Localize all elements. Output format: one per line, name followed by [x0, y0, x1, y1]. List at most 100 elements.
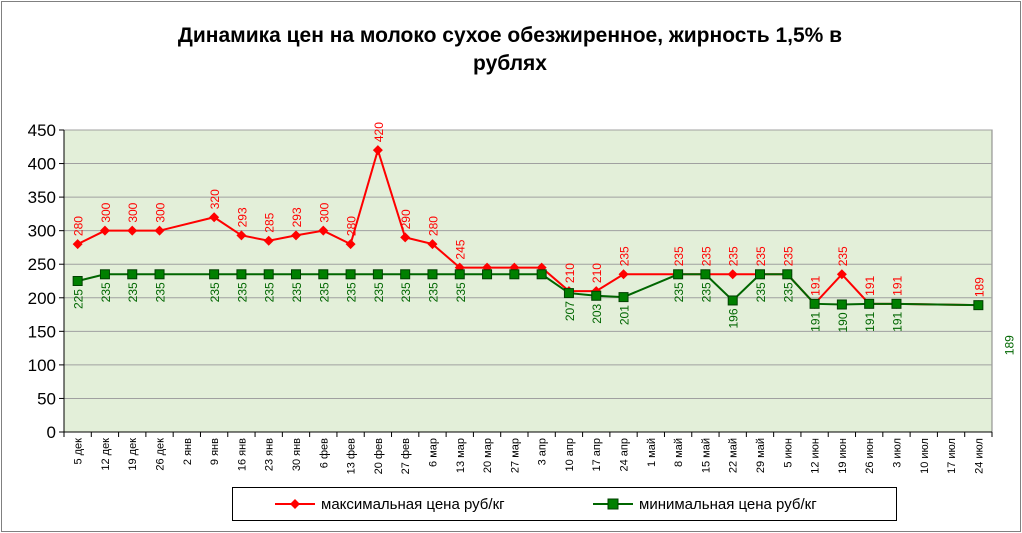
- y-tick-label: 0: [47, 423, 56, 442]
- max-price-point: [372, 145, 383, 156]
- x-tick-label: 1 май: [646, 438, 658, 467]
- min-price-label: 235: [399, 282, 413, 302]
- max-price-point: [263, 235, 274, 246]
- max-price-point: [345, 239, 356, 250]
- x-tick-label: 13 мар: [455, 438, 467, 473]
- max-price-point: [618, 269, 629, 280]
- min-price-label: 235: [208, 282, 222, 302]
- max-price-label: 235: [618, 246, 632, 266]
- x-tick-label: 12 дек: [100, 438, 112, 471]
- min-price-label: 191: [863, 312, 877, 332]
- min-price-point: [236, 269, 247, 280]
- x-tick-label: 19 июн: [837, 438, 849, 474]
- x-tick-label: 23 янв: [264, 438, 276, 471]
- x-tick-label: 10 июл: [919, 438, 931, 474]
- x-tick-label: 26 июн: [864, 438, 876, 474]
- max-price-point: [99, 225, 110, 236]
- max-price-label: 191: [809, 275, 823, 295]
- min-price-point: [755, 269, 765, 280]
- y-tick-label: 50: [37, 389, 56, 408]
- min-price-point: [891, 298, 902, 309]
- x-tick-label: 26 дек: [155, 438, 167, 471]
- x-tick-label: 5 июн: [782, 438, 794, 468]
- min-price-label: 190: [836, 312, 850, 332]
- y-tick-label: 300: [28, 222, 56, 241]
- max-price-label: 235: [781, 246, 795, 266]
- min-price-point: [591, 290, 602, 301]
- max-price-label: 420: [372, 122, 386, 142]
- min-price-label: 235: [699, 282, 713, 302]
- x-tick-label: 15 май: [700, 438, 712, 473]
- y-tick-label: 450: [28, 121, 56, 140]
- min-price-point: [482, 269, 493, 280]
- x-tick-label: 3 июл: [891, 438, 903, 468]
- max-price-label: 293: [235, 207, 249, 227]
- min-price-point: [72, 276, 83, 286]
- y-tick-label: 200: [28, 289, 56, 308]
- x-tick-label: 24 апр: [619, 438, 631, 471]
- max-price-point: [209, 212, 220, 223]
- min-price-label: 196: [727, 308, 741, 328]
- min-price-point: [400, 269, 411, 280]
- y-tick-label: 350: [28, 188, 56, 207]
- x-tick-label: 20 мар: [482, 438, 494, 473]
- min-price-label: 235: [235, 282, 249, 302]
- min-price-label: 235: [426, 282, 440, 302]
- x-tick-label: 19 дек: [127, 438, 139, 471]
- min-price-point: [727, 295, 738, 306]
- x-tick-label: 10 апр: [564, 438, 576, 471]
- x-tick-label: 6 мар: [427, 438, 439, 467]
- chart-title-line-1: Динамика цен на молоко сухое обезжиренно…: [177, 24, 843, 47]
- min-price-point: [345, 269, 356, 280]
- x-tick-label: 20 фев: [373, 438, 385, 474]
- min-price-label: 235: [263, 282, 277, 302]
- min-price-point: [618, 292, 629, 303]
- min-price-point: [127, 269, 138, 280]
- min-price-point: [318, 269, 329, 280]
- max-price-point: [236, 230, 247, 241]
- legend-min-label: минимальная цена руб/кг: [639, 495, 817, 513]
- max-price-label: 235: [754, 246, 768, 266]
- series-group: [72, 145, 984, 311]
- y-axis: 0 50 100 150 200 250 300 350 400 450: [28, 121, 65, 442]
- min-price-point: [427, 269, 438, 280]
- max-price-point: [400, 232, 411, 243]
- max-price-point: [127, 225, 138, 236]
- max-price-point: [291, 230, 301, 241]
- x-tick-label: 24 июл: [973, 438, 985, 474]
- x-tick-label: 30 янв: [291, 438, 303, 471]
- max-price-label: 293: [290, 207, 304, 227]
- min-price-label: 235: [317, 282, 331, 302]
- x-axis: 5 дек 12 дек 19 дек 26 дек 2 янв 9 янв 16 янв 2…: [63, 431, 993, 474]
- min-price-point: [454, 269, 465, 280]
- min-price-point: [836, 299, 847, 310]
- plot-area: [63, 129, 993, 433]
- legend: максимальная цена руб/кг минимальная цен…: [232, 487, 897, 521]
- min-price-point: [782, 269, 793, 280]
- min-price-label: 191: [809, 312, 823, 332]
- min-price-point: [864, 298, 875, 309]
- max-price-label: 285: [263, 212, 277, 232]
- x-tick-label: 5 дек: [73, 438, 85, 465]
- x-tick-label: 6 фев: [318, 438, 330, 468]
- min-price-point: [673, 269, 684, 280]
- min-price-point: [973, 300, 984, 311]
- max-price-point: [727, 269, 738, 280]
- max-price-label: 191: [890, 275, 904, 295]
- legend-max-marker-icon: [275, 499, 315, 509]
- y-tick-label: 150: [28, 322, 56, 341]
- x-tick-label: 2 янв: [182, 438, 194, 465]
- x-tick-label: 27 мар: [509, 438, 521, 473]
- chart-title: Динамика цен на молоко сухое обезжиренно…: [0, 22, 1020, 78]
- legend-item-max: максимальная цена руб/кг: [275, 488, 505, 520]
- max-price-label: 320: [208, 189, 222, 209]
- max-price-label: 290: [399, 209, 413, 229]
- x-tick-label: 8 май: [673, 438, 685, 467]
- grid-lines: [64, 129, 992, 399]
- max-price-label: 300: [126, 202, 140, 222]
- chart-title-line-2: рублях: [473, 52, 547, 75]
- x-tick-label: 22 май: [728, 438, 740, 473]
- max-price-label: 191: [863, 275, 877, 295]
- x-tick-label: 9 янв: [209, 438, 221, 465]
